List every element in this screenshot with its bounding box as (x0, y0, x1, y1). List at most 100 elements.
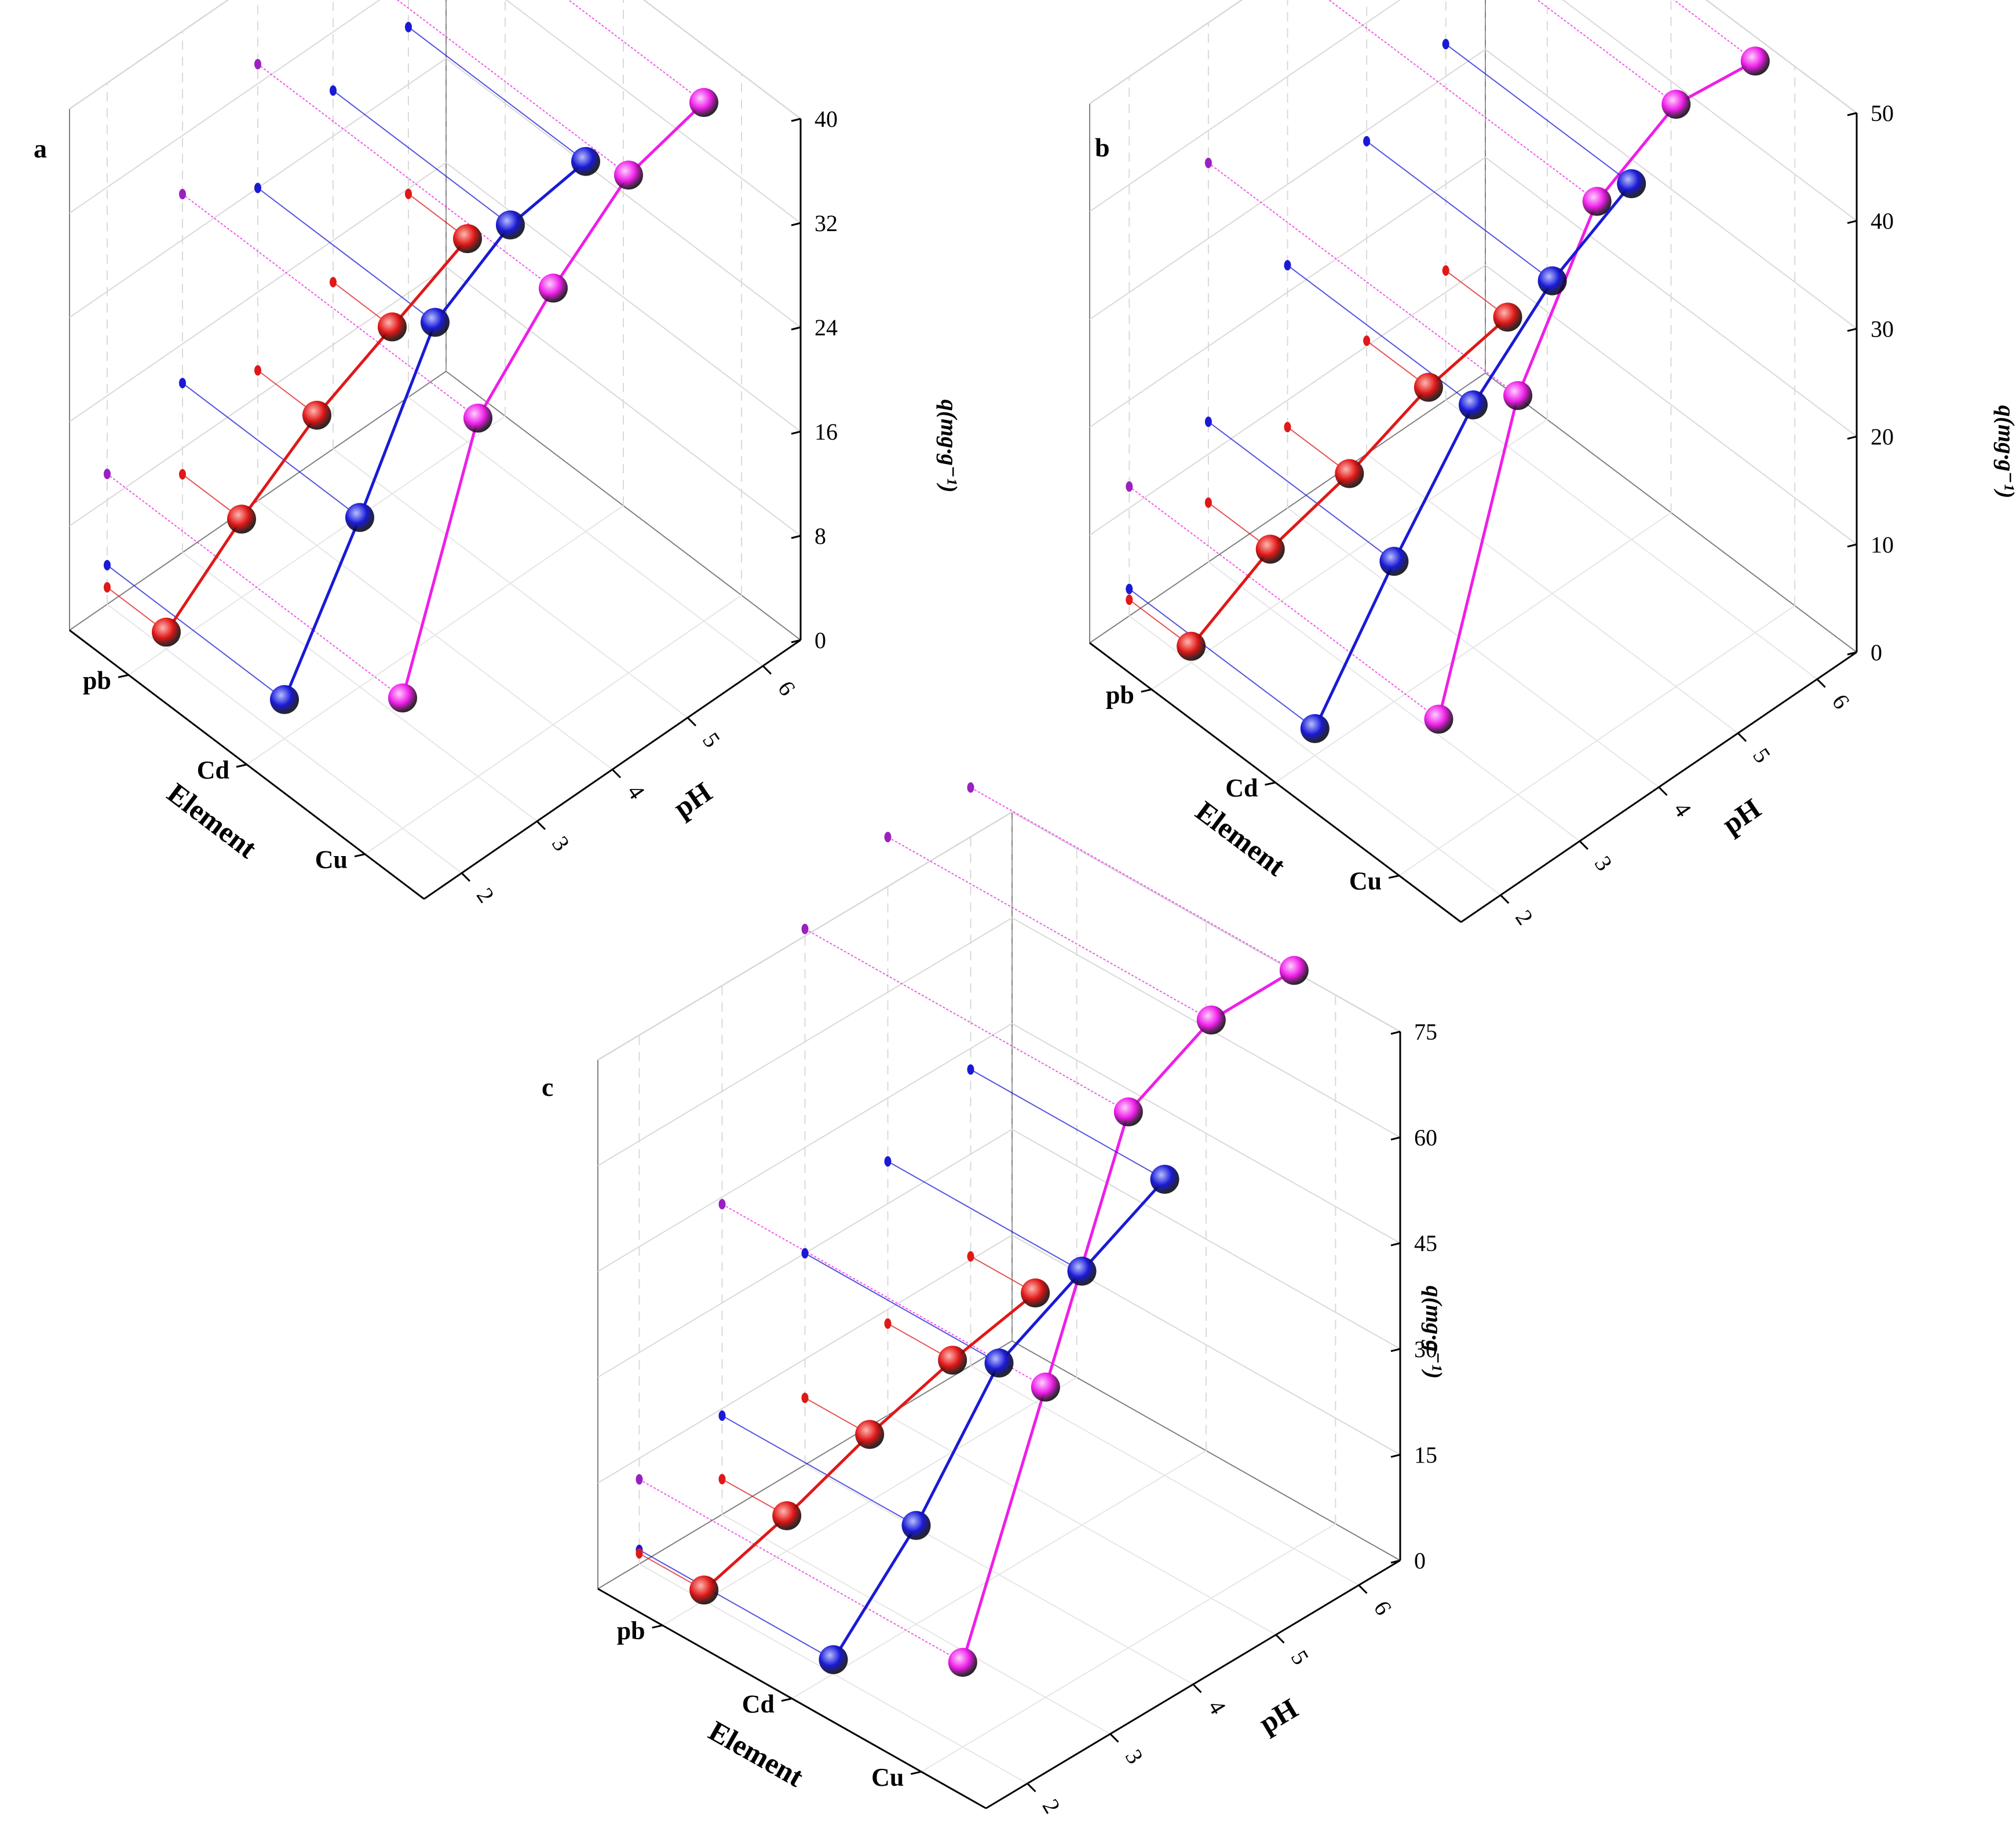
data-point-Cd (1150, 1165, 1179, 1194)
projection-line-Cd (722, 1415, 916, 1526)
gridline-z (597, 811, 1401, 1061)
panel-letter: b (1095, 133, 1110, 162)
projection-marker-pb (405, 188, 412, 199)
data-point-Cu (689, 87, 718, 117)
data-point-pb (855, 1420, 885, 1449)
z-tick-label: 75 (1414, 1019, 1437, 1045)
z-tick-mark (1847, 436, 1857, 440)
z-tick-label: 40 (815, 106, 838, 132)
ph-axis-line (985, 1559, 1401, 1809)
data-point-pb (152, 617, 181, 647)
data-point-Cu (614, 160, 643, 190)
data-point-pb (378, 312, 407, 342)
ph-tick-mark (461, 872, 471, 882)
projection-marker-pb (1363, 335, 1371, 346)
ph-axis-title: pH (1254, 1692, 1303, 1739)
z-tick-mark (791, 222, 801, 226)
ph-tick-label: 2 (1510, 905, 1538, 930)
z-tick-label: 10 (1871, 532, 1894, 558)
gridline-element-floor (791, 1450, 1207, 1699)
projection-marker-Cu (801, 923, 809, 934)
projection-line-Cu (1128, 486, 1440, 720)
z-tick-mark (1390, 1453, 1401, 1458)
projection-marker-pb (1126, 594, 1133, 605)
projection-line-Cd (888, 1161, 1082, 1272)
data-point-pb (453, 224, 482, 254)
projection-marker-Cd (967, 1064, 974, 1075)
projection-line-Cd (1366, 141, 1553, 281)
z-tick-label: 45 (1414, 1230, 1437, 1256)
data-point-pb (689, 1575, 719, 1605)
z-tick-mark (1847, 220, 1857, 224)
ph-tick-label: 3 (1590, 851, 1617, 876)
z-tick-label: 0 (1871, 639, 1882, 666)
ph-axis-title: pH (1716, 792, 1767, 840)
projection-line-Cu (182, 193, 479, 419)
projection-marker-Cd (801, 1248, 809, 1259)
gridline-element-floor (921, 1523, 1336, 1772)
panel-c: 01530456075q(mg·g⁻¹)23456pHCuCdpbElement… (542, 782, 1447, 1818)
ph-tick-mark (1658, 786, 1668, 796)
element-tick-mark (1141, 688, 1152, 693)
ph-axis-title: pH (667, 776, 718, 824)
data-point-pb (1493, 302, 1522, 332)
data-point-Cu (1424, 704, 1453, 734)
panel-b: 0 10 20 30 40 50 q(mg·g⁻¹) 2 3 4 5 6 pH Cu Cd pb Element… (1089, 0, 2016, 930)
element-tick-mark (1388, 875, 1400, 879)
z-tick-label: 20 (1871, 424, 1894, 450)
projection-line-Cd (257, 187, 436, 323)
data-point-pb (772, 1501, 802, 1530)
projection-line-Cd (805, 1252, 999, 1364)
ph-tick-mark (1192, 1683, 1202, 1694)
gridline-element-floor (364, 594, 742, 855)
z-tick-label: 60 (1414, 1125, 1437, 1151)
projection-marker-pb (636, 1548, 643, 1559)
ph-tick-mark (1109, 1733, 1119, 1743)
projection-marker-Cd (405, 21, 412, 32)
ph-tick-mark (1737, 732, 1747, 742)
ph-tick-label: 5 (697, 727, 725, 752)
projection-line-Cd (182, 382, 360, 518)
ph-axis-line (1460, 651, 1857, 923)
projection-marker-Cd (179, 378, 186, 389)
projection-line-Cu (888, 836, 1212, 1021)
element-tick-label: Cu (1349, 867, 1382, 895)
element-tick-mark (1265, 781, 1276, 786)
data-point-Cu (1582, 187, 1612, 216)
projection-marker-pb (254, 365, 261, 376)
data-point-Cu (388, 683, 417, 712)
data-point-Cu (1661, 89, 1691, 119)
series-line-Cu (1437, 60, 1756, 720)
element-tick-label: Cu (315, 846, 348, 874)
z-tick-label: 50 (1871, 100, 1894, 126)
z-tick-label: 40 (1871, 208, 1894, 234)
data-point-Cd (1300, 714, 1330, 743)
projection-line-Cu (396, 0, 629, 176)
z-tick-label: 8 (815, 523, 826, 549)
projection-marker-Cu (718, 1198, 726, 1209)
projection-marker-Cu (884, 832, 892, 843)
data-point-Cd (984, 1348, 1014, 1378)
projection-marker-Cu (254, 59, 261, 70)
element-axis-title: Element (703, 1714, 809, 1793)
projection-line-Cu (568, 0, 704, 103)
projection-line-Cd (970, 1069, 1165, 1180)
projection-marker-pb (884, 1318, 892, 1329)
data-point-Cd (270, 685, 299, 714)
ph-axis-line (423, 639, 801, 900)
gridline-z (1089, 0, 1857, 221)
element-tick-label: pb (1106, 681, 1134, 709)
gridline-element-floor (662, 1377, 1078, 1626)
projection-marker-pb (1284, 422, 1291, 433)
panel-letter: a (34, 134, 47, 163)
z-tick-mark (791, 430, 801, 435)
projection-marker-pb (1204, 497, 1212, 508)
series-line-Cu (401, 101, 705, 699)
data-point-Cu (948, 1647, 977, 1677)
z-tick-mark (1390, 1348, 1401, 1352)
projection-marker-pb (718, 1474, 726, 1485)
projection-marker-Cu (1204, 158, 1212, 169)
panel-a: 0 8 16 24 32 40 q(mg·g⁻¹) 2 3 4 5 6 pH Cu Cd pb Element a (34, 0, 962, 908)
z-tick-mark (791, 326, 801, 331)
z-axis-title: q(mg·g⁻¹) (1993, 405, 2016, 499)
